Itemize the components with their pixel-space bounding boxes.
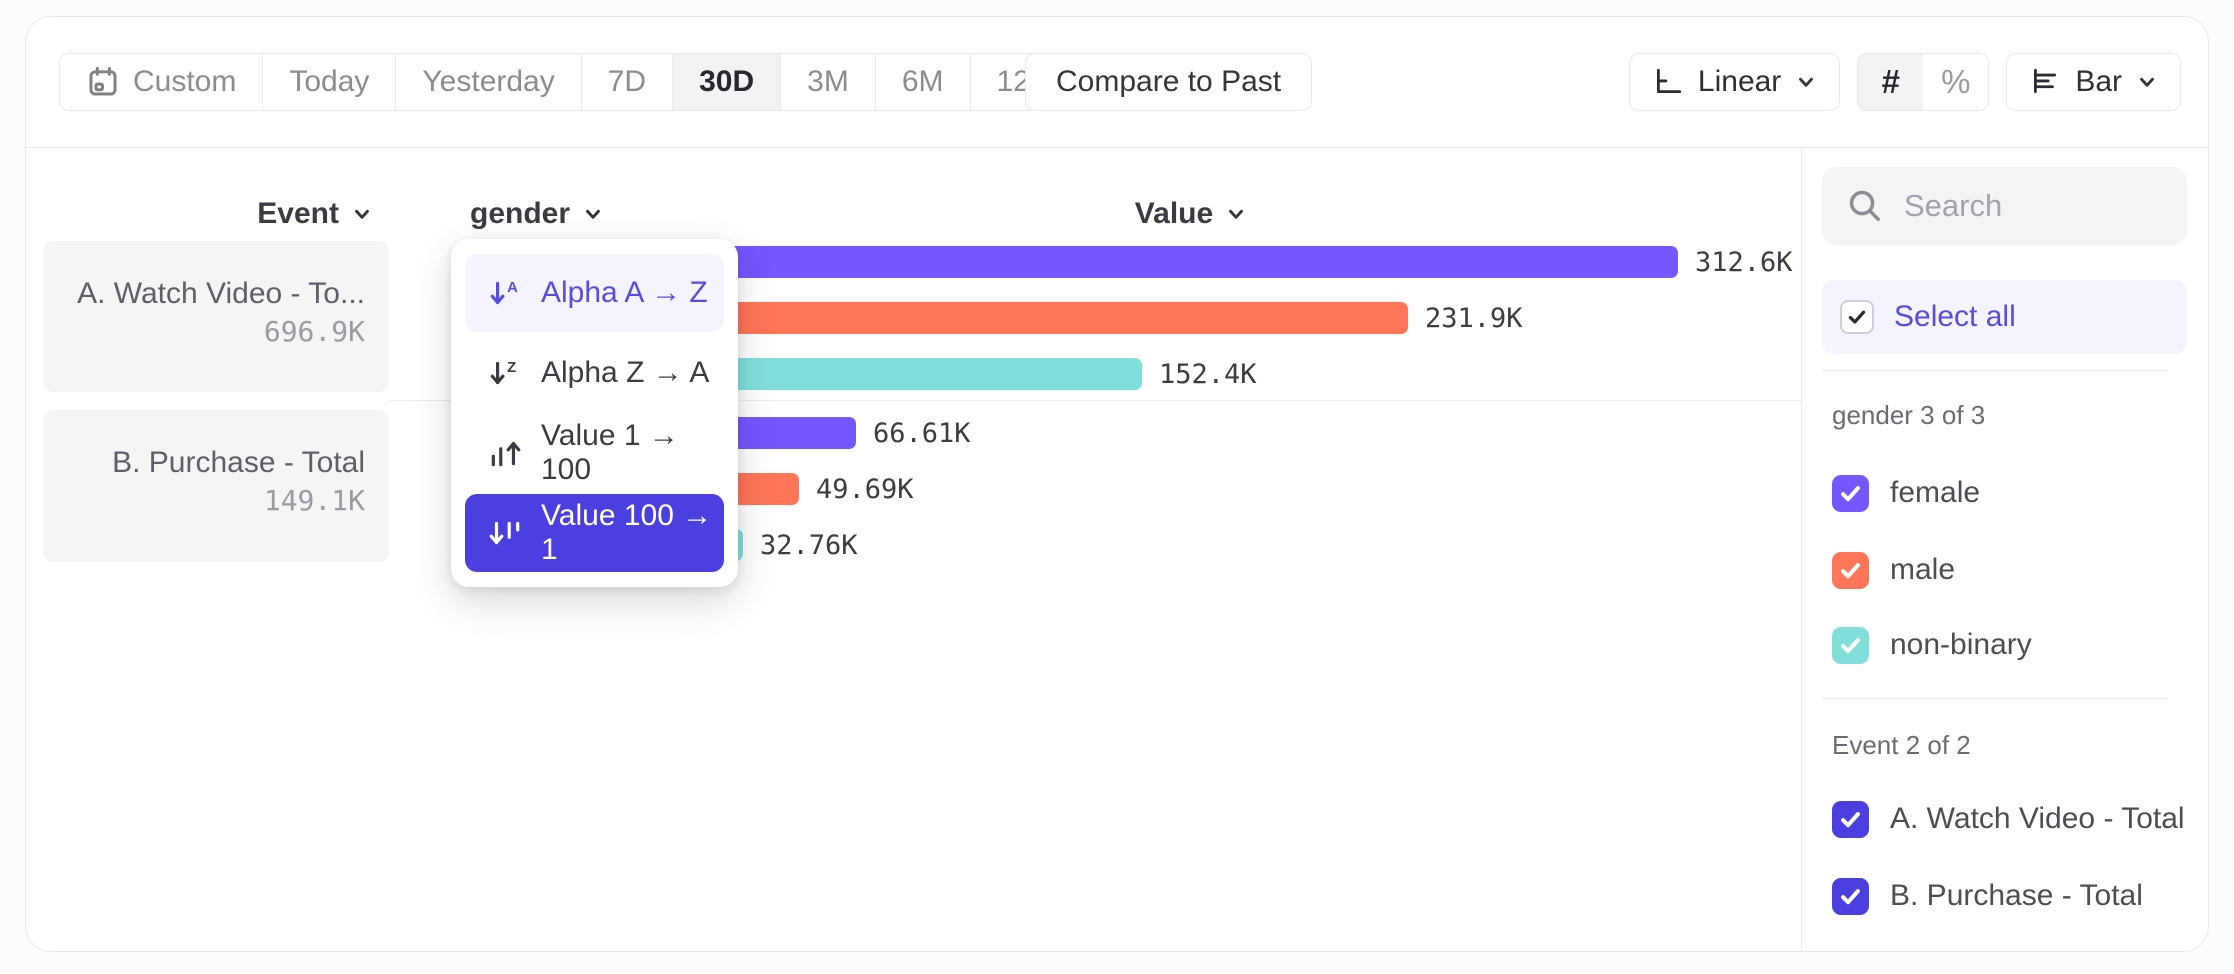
bar-value-label: 231.9K	[1425, 303, 1523, 334]
date-range-picker: CustomTodayYesterday7D30D3M6M12M	[59, 53, 1082, 111]
chevron-down-icon	[1225, 203, 1247, 225]
sort-option-label: Alpha A → Z	[541, 276, 708, 309]
percent-toggle[interactable]: %	[1941, 63, 1971, 100]
axis-linear-icon	[1652, 66, 1684, 98]
svg-text:Z: Z	[507, 360, 516, 376]
group-divider	[389, 400, 1801, 401]
sort-option-value-1-100[interactable]: Value 1 → 100	[465, 414, 724, 492]
search-input[interactable]	[1902, 187, 2163, 225]
bar-value-label: 152.4K	[1159, 359, 1257, 390]
legend-checkbox[interactable]	[1832, 800, 1869, 838]
legend-item-female[interactable]: female	[1832, 474, 1980, 512]
absolute-number-toggle[interactable]: #	[1858, 54, 1924, 110]
date-range-7d[interactable]: 7D	[582, 54, 674, 110]
chart-controls: Linear # % Bar	[1628, 53, 2181, 111]
date-range-label: Today	[289, 65, 370, 98]
date-range-today[interactable]: Today	[263, 54, 397, 110]
bar-value-label: 66.61K	[873, 418, 971, 449]
scale-dropdown[interactable]: Linear	[1628, 53, 1841, 111]
sort-option-alpha-z-a[interactable]: Z Alpha Z → A	[465, 334, 724, 412]
search-box	[1822, 167, 2187, 245]
column-header-value-label: Value	[1134, 197, 1214, 230]
date-range-30d[interactable]: 30D	[673, 54, 782, 110]
date-range-custom[interactable]: Custom	[60, 54, 264, 110]
sort-option-label: Alpha Z → A	[541, 356, 710, 389]
legend-checkbox[interactable]	[1832, 626, 1869, 664]
svg-text:A: A	[507, 280, 518, 296]
toolbar: CustomTodayYesterday7D30D3M6M12M Compare…	[59, 53, 2181, 111]
sort-option-label: Value 100 → 1	[541, 499, 713, 566]
date-range-label: 6M	[901, 65, 944, 98]
legend-sidebar: Select all gender 3 of 3 female male non-bi…	[1801, 148, 2208, 951]
chevron-down-icon	[351, 203, 373, 225]
event-card-watch-video[interactable]: A. Watch Video - To... 696.9K	[43, 241, 389, 392]
value-format-toggle: # %	[1857, 53, 1990, 111]
column-header-gender-label: gender	[470, 197, 571, 230]
event-card-name: B. Purchase - Total	[112, 446, 365, 479]
event-card-purchase[interactable]: B. Purchase - Total 149.1K	[43, 410, 389, 562]
sort-option-alpha-a-z[interactable]: A Alpha A → Z	[465, 254, 724, 332]
select-all-checkbox[interactable]	[1840, 300, 1874, 334]
legend-checkbox[interactable]	[1832, 877, 1869, 915]
toolbar-divider	[26, 147, 2208, 148]
column-header-value[interactable]: Value	[1041, 196, 1341, 232]
date-range-label: 3M	[807, 65, 849, 98]
date-range-label: 30D	[699, 65, 755, 98]
sort-menu: A Alpha A → Z Z Alpha Z → A Value 1 → 100 Val…	[451, 239, 738, 587]
chart-type-dropdown-label: Bar	[2075, 65, 2122, 98]
chevron-down-icon	[582, 203, 604, 225]
date-range-label: 7D	[607, 65, 647, 98]
legend-item-label: female	[1890, 476, 1981, 509]
bar-female-watch-video[interactable]	[633, 246, 1678, 278]
insights-report-card: CustomTodayYesterday7D30D3M6M12M Compare…	[25, 16, 2209, 952]
chart-type-dropdown[interactable]: Bar	[2006, 53, 2181, 111]
bar-value-label: 32.76K	[760, 530, 858, 561]
bar-value-label: 49.69K	[816, 474, 914, 505]
legend-checkbox[interactable]	[1832, 474, 1869, 512]
legend-item-b-purchase-total[interactable]: B. Purchase - Total	[1832, 877, 2143, 915]
event-card-name: A. Watch Video - To...	[77, 277, 365, 310]
bar-chart-icon	[2029, 66, 2061, 98]
event-card-total: 149.1K	[263, 484, 365, 517]
legend-item-a-watch-video-total[interactable]: A. Watch Video - Total	[1832, 800, 2185, 838]
legend-item-label: A. Watch Video - Total	[1890, 802, 2185, 835]
date-range-label: Yesterday	[422, 65, 555, 98]
sort-value-desc-icon	[487, 515, 523, 551]
sort-option-label: Value 1 → 100	[541, 419, 679, 486]
date-range-yesterday[interactable]: Yesterday	[396, 54, 582, 110]
chevron-down-icon	[1795, 71, 1817, 93]
sort-alpha-desc-icon: Z	[487, 355, 523, 391]
date-range-6m[interactable]: 6M	[876, 54, 971, 110]
select-all-label: Select all	[1894, 300, 2016, 333]
scale-dropdown-label: Linear	[1697, 65, 1782, 98]
compare-to-past-button[interactable]: Compare to Past	[1025, 53, 1313, 111]
legend-group-label: Event 2 of 2	[1832, 730, 1971, 760]
legend-item-label: male	[1890, 553, 1956, 586]
sidebar-divider	[1822, 698, 2167, 699]
date-range-label: Custom	[133, 65, 237, 98]
calendar-icon	[86, 65, 120, 99]
chart-area: Event gender Value A. Watch Video - To..…	[26, 148, 2208, 951]
search-icon	[1846, 187, 1884, 225]
date-range-3m[interactable]: 3M	[781, 54, 876, 110]
legend-item-label: non-binary	[1890, 628, 2032, 661]
legend-item-label: B. Purchase - Total	[1890, 879, 2143, 912]
sort-value-asc-icon	[487, 435, 523, 471]
legend-item-non-binary[interactable]: non-binary	[1832, 626, 2032, 664]
event-card-total: 696.9K	[263, 315, 365, 348]
sort-alpha-asc-icon: A	[487, 275, 523, 311]
select-all-row[interactable]: Select all	[1822, 280, 2187, 354]
column-header-event-label: Event	[257, 197, 339, 230]
legend-checkbox[interactable]	[1832, 551, 1869, 589]
chevron-down-icon	[2136, 71, 2158, 93]
bar-male-watch-video[interactable]	[633, 302, 1408, 334]
sort-option-value-100-1[interactable]: Value 100 → 1	[465, 494, 724, 572]
sidebar-divider	[1822, 370, 2167, 371]
column-header-event[interactable]: Event	[43, 196, 373, 232]
legend-group-label: gender 3 of 3	[1832, 400, 1986, 430]
column-header-gender[interactable]: gender	[470, 196, 604, 232]
bar-value-label: 312.6K	[1695, 247, 1793, 278]
legend-item-male[interactable]: male	[1832, 551, 1955, 589]
